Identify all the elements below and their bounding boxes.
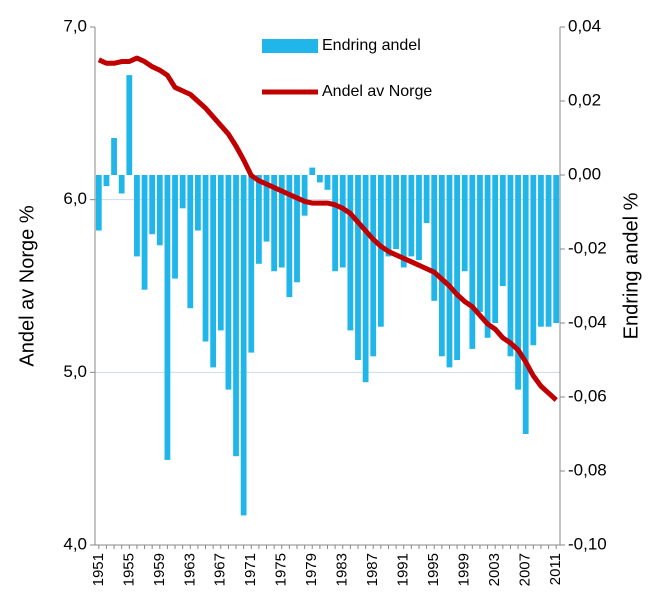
- bar: [362, 175, 369, 383]
- bar: [385, 175, 392, 257]
- bar: [423, 175, 430, 224]
- y-tick-label: 4,0: [63, 534, 87, 553]
- bar: [103, 175, 110, 187]
- bar: [233, 175, 239, 457]
- bar: [355, 175, 361, 360]
- y-axis-label: Andel av Norge %: [16, 205, 38, 366]
- x-tick-label: 1971: [242, 553, 259, 586]
- legend-label: Andel av Norge: [322, 83, 432, 100]
- bar: [111, 138, 117, 175]
- bar: [126, 75, 133, 175]
- bar: [393, 175, 400, 249]
- y-tick-label: 7,0: [63, 16, 87, 35]
- y2-tick-label: -0,04: [568, 312, 607, 331]
- bar: [324, 175, 331, 190]
- bar: [217, 175, 224, 331]
- bar: [438, 175, 445, 357]
- bar: [499, 175, 506, 286]
- bar: [301, 175, 308, 216]
- bar: [377, 175, 384, 327]
- bar: [370, 175, 377, 357]
- legend-swatch: [262, 39, 318, 53]
- x-tick-label: 1995: [425, 553, 442, 586]
- x-tick-label: 1967: [212, 553, 229, 586]
- bar: [461, 175, 468, 272]
- bar: [408, 175, 415, 257]
- x-tick-label: 1983: [334, 553, 351, 586]
- bar: [477, 175, 483, 312]
- bar: [454, 175, 460, 360]
- bar: [134, 175, 140, 257]
- bar: [400, 175, 407, 268]
- x-tick-label: 1991: [395, 553, 412, 586]
- bar: [210, 175, 217, 368]
- x-tick-label: 1979: [303, 553, 320, 586]
- bar: [332, 175, 339, 272]
- x-tick-label: 2007: [517, 553, 534, 586]
- bar: [484, 175, 491, 338]
- bar: [156, 175, 163, 246]
- y2-tick-label: -0,08: [568, 460, 607, 479]
- bar: [309, 167, 316, 175]
- bar: [469, 175, 476, 349]
- x-tick-label: 1959: [151, 553, 168, 586]
- bar: [507, 175, 514, 357]
- bar: [202, 175, 209, 342]
- y2-tick-label: 0,00: [568, 164, 601, 183]
- x-tick-label: 1999: [456, 553, 473, 586]
- bar: [263, 175, 270, 242]
- y2-axis-label: Endring andel %: [620, 192, 642, 339]
- bar: [278, 175, 285, 268]
- x-tick-label: 2003: [486, 553, 503, 586]
- bar: [538, 175, 544, 327]
- y2-tick-label: 0,04: [568, 16, 601, 35]
- legend-label: Endring andel: [322, 37, 421, 54]
- bar: [248, 175, 255, 353]
- bar: [530, 175, 537, 346]
- x-tick-label: 1963: [181, 553, 198, 586]
- bar: [316, 175, 323, 183]
- x-tick-label: 1975: [273, 553, 290, 586]
- line: [97, 55, 558, 402]
- x-tick-label: 1987: [364, 553, 381, 586]
- y2-tick-label: -0,10: [568, 534, 607, 553]
- bar: [522, 175, 529, 434]
- bar: [149, 175, 156, 235]
- x-tick-label: 1951: [90, 553, 107, 586]
- x-tick-label: 2011: [547, 553, 564, 585]
- bar: [172, 175, 178, 279]
- bar: [118, 175, 125, 194]
- bar: [179, 175, 186, 209]
- bar: [271, 175, 278, 272]
- bar: [446, 175, 453, 368]
- bar: [416, 175, 422, 261]
- bar: [95, 175, 102, 231]
- bar: [545, 175, 552, 327]
- bar: [195, 175, 201, 231]
- bar: [286, 175, 293, 298]
- bar: [187, 175, 194, 309]
- bar: [431, 175, 438, 301]
- bar: [240, 175, 247, 516]
- bar: [255, 175, 262, 264]
- bar: [492, 175, 499, 323]
- y2-tick-label: -0,02: [568, 238, 607, 257]
- bar: [347, 175, 354, 331]
- bar: [553, 175, 560, 323]
- bar: [339, 175, 346, 268]
- y-tick-label: 5,0: [63, 362, 87, 381]
- bar: [225, 175, 232, 390]
- bar: [164, 175, 171, 460]
- y-tick-label: 6,0: [63, 189, 87, 208]
- y2-tick-label: -0,06: [568, 386, 607, 405]
- bar: [515, 175, 521, 390]
- x-tick-label: 1955: [120, 553, 137, 586]
- bar: [294, 175, 300, 283]
- bar: [141, 175, 148, 290]
- y2-tick-label: 0,02: [568, 90, 601, 109]
